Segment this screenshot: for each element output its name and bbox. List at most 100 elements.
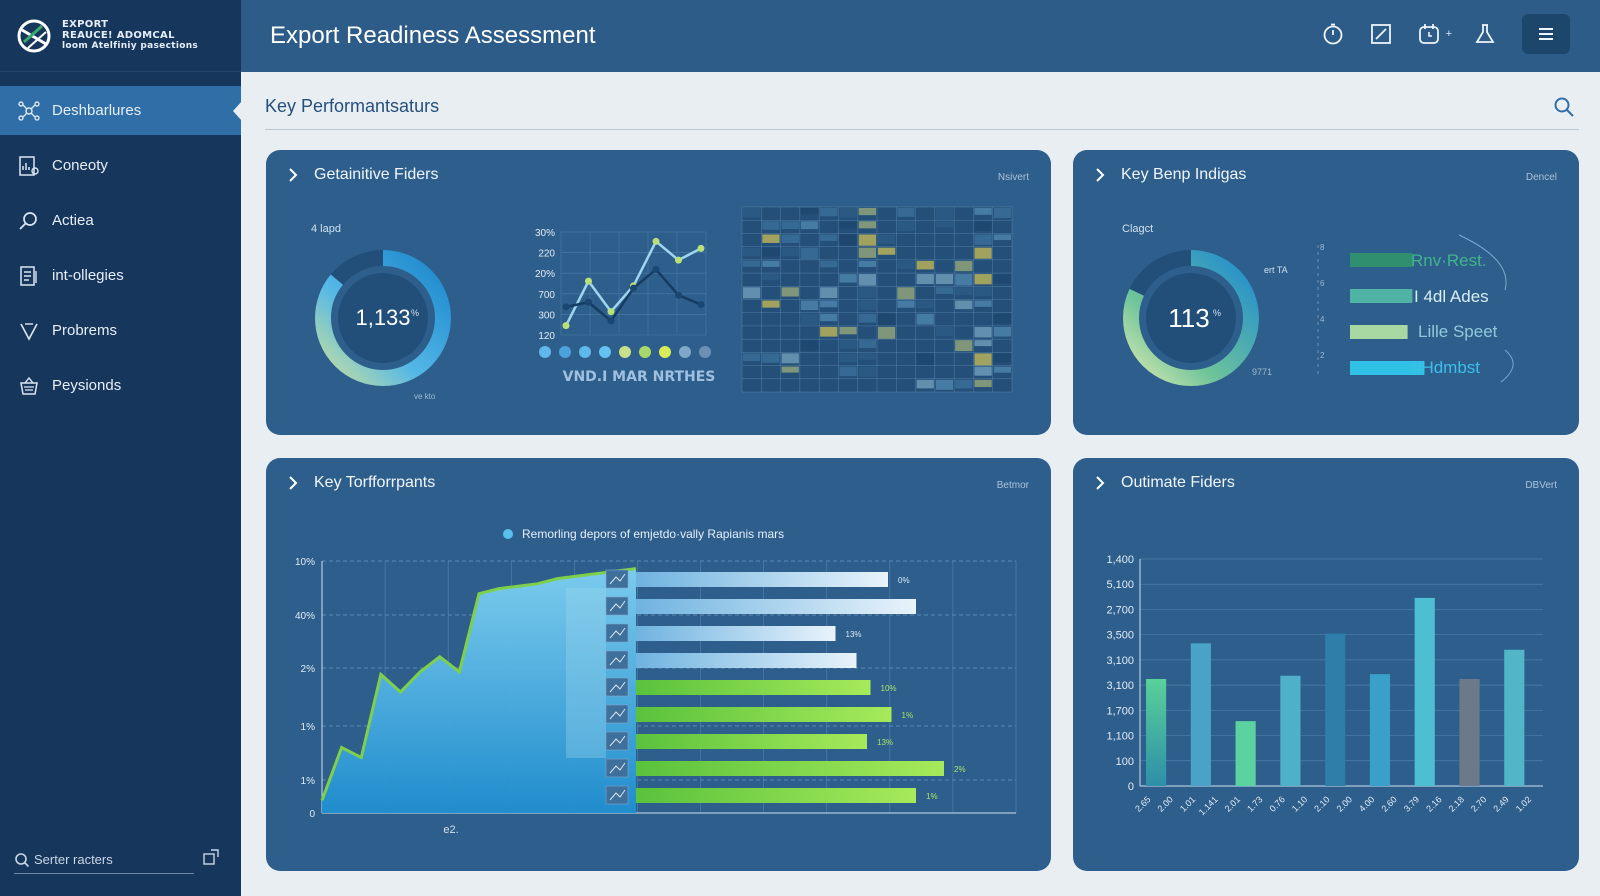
sidebar-item-coneoty[interactable]: Coneoty [0,141,241,190]
menu-button[interactable] [1522,14,1570,54]
kpi-bar [1350,325,1408,339]
heatmap-cell [839,326,857,335]
card-tag[interactable]: DBVert [1525,480,1557,491]
search-icon [15,852,30,867]
document-list-icon [20,265,37,286]
card-header[interactable]: Key Benp Indigas [1091,166,1246,184]
x-tick-label: 1.141 [1197,794,1220,817]
collapse-icon[interactable] [202,848,220,866]
timer-button[interactable] [1318,19,1348,49]
card-tag[interactable]: Nsivert [997,172,1029,183]
sidebar-item-peysionds[interactable]: Peysionds [0,361,241,410]
heatmap-cell [762,234,780,243]
search-placeholder: Serter racters [34,852,113,867]
heatmap-cell [820,287,838,299]
section-title: Key Performantsaturs [265,96,440,116]
heatmap-cell [897,221,915,232]
heatmap-cell [993,234,1011,241]
card-header[interactable]: Outimate Fiders [1091,474,1235,492]
heatmap [741,206,1013,393]
bar [1190,643,1211,786]
bar-row-icon [605,758,629,778]
sidebar-nav: Deshbarlures Coneoty Actiea int-ollegi [0,86,242,410]
heatmap-cell [839,274,857,283]
hbar [636,734,867,749]
card-header[interactable]: Getainitive Fiders [284,166,439,184]
sidebar-item-actiea[interactable]: Actiea [0,196,241,245]
bar-value-label: 2% [954,765,966,774]
x-tick-label: 2.10 [1312,794,1331,813]
x-tick-label: 2.49 [1491,794,1510,813]
legend-marker [559,346,571,358]
hbar [636,707,892,722]
line-point [675,256,682,264]
heatmap-cell [820,260,838,268]
bar-value-label: 13% [877,738,893,747]
lab-button[interactable] [1470,19,1500,49]
flask-icon [1475,24,1495,43]
bar [1459,678,1480,786]
heatmap-cell [839,366,857,377]
sidebar-item-probrems[interactable]: Probrems [0,306,241,355]
heatmap-cell [993,274,1011,284]
sidebar-item-int-ollegies[interactable]: int-ollegies [0,251,241,300]
heatmap-cell [916,300,934,309]
trend-icon [609,789,626,801]
y-tick-label: 3,500 [1106,630,1134,642]
header-actions: + [1300,14,1570,54]
heatmap-cell [897,208,915,217]
heatmap-cell [781,353,799,364]
y-tick-label: 30% [535,228,555,239]
line-point [607,308,615,316]
heatmap-cell [955,287,973,295]
heatmap-cell [916,260,934,270]
card-tag[interactable]: Betmor [996,480,1029,491]
legend-marker [659,346,671,358]
kpi-bar [1350,289,1413,303]
brand[interactable]: EXPORT REAUCE! ADOMCAL loom Atelfiniy pa… [0,0,241,72]
legend-marker [579,346,591,358]
brand-line-3: loom Atelfiniy pasections [62,41,199,51]
bar [1414,597,1435,786]
heatmap-cell [993,326,1011,337]
search-icon[interactable] [1553,96,1575,118]
heatmap-cell [916,379,934,389]
kpi-bar [1350,253,1413,267]
heatmap-cell [878,234,896,244]
heatmap-cell [935,208,954,221]
bar-axis-tick: 8 [1320,243,1325,252]
gauge-arc [1123,250,1259,386]
kpi-bar-label-4: I/Hdmbst [1412,358,1481,377]
legend-marker [679,346,691,358]
heatmap-cell [935,221,954,228]
card-tag[interactable]: Dencel [1525,172,1557,183]
trend-icon [609,654,626,666]
gauge-side-label: ert TA [1264,265,1288,275]
calendar-button[interactable] [1414,19,1444,49]
bar-row-icon [605,785,629,805]
heatmap-cell [820,208,838,217]
line-point [630,284,637,292]
line-point [675,291,682,299]
hbar [636,572,888,587]
card-title: Outimate Fiders [1121,474,1235,491]
card-header[interactable]: Key Torfforrpants [284,474,435,492]
sidebar-item-label: Peysionds [52,377,122,394]
heatmap-cell [839,340,857,349]
trend-icon [609,573,626,585]
hamburger-icon [1539,28,1553,40]
heatmap-cell [762,247,780,257]
sidebar-item-dashboards[interactable]: Deshbarlures [0,86,242,135]
kpi-bar-label-1: Rnv·Rest. [1411,251,1487,270]
basket-icon [20,376,38,395]
bar [1325,633,1346,786]
edit-button[interactable] [1366,19,1396,49]
line-point [562,303,570,311]
heatmap-cell [935,379,954,390]
gauge-value: 113 [1168,303,1209,333]
gauge-label: Clagct [1122,223,1153,235]
sidebar-search-input[interactable]: Serter racters [14,846,194,874]
heatmap-cell [974,247,992,259]
y-tick-label: 5,100 [1106,579,1134,591]
top-header: Export Readiness Assessment + [241,0,1600,72]
